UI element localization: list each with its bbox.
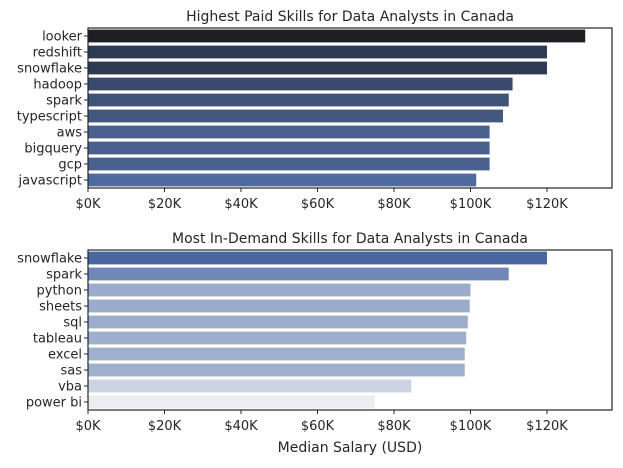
- y-tick-label: sheets: [39, 300, 82, 315]
- y-tick-label: power bi: [26, 396, 82, 411]
- y-tick-label: excel: [48, 348, 82, 363]
- bar-hadoop: [88, 77, 513, 91]
- y-tick-label: snowflake: [17, 62, 82, 77]
- y-tick-label: gcp: [58, 158, 82, 173]
- bar-gcp: [88, 157, 490, 171]
- y-tick-label: javascript: [18, 174, 82, 189]
- bar-snowflake: [88, 61, 547, 75]
- x-tick-label: $120K: [526, 197, 568, 212]
- x-tick-label: $60K: [301, 419, 335, 434]
- x-tick-label: $40K: [224, 197, 258, 212]
- bar-vba: [88, 379, 412, 393]
- x-tick-label: $100K: [450, 419, 492, 434]
- y-tick-label: python: [37, 284, 82, 299]
- bar-javascript: [88, 173, 477, 187]
- bar-sql: [88, 315, 468, 329]
- y-tick-label: spark: [46, 94, 82, 109]
- bar-tableau: [88, 331, 467, 345]
- y-tick-label: spark: [46, 268, 82, 283]
- x-tick-label: $20K: [148, 197, 182, 212]
- x-tick-label: $0K: [75, 197, 101, 212]
- bar-python: [88, 283, 471, 297]
- bar-typescript: [88, 109, 503, 123]
- bar-snowflake: [88, 251, 547, 265]
- x-tick-label: $40K: [224, 419, 258, 434]
- bar-sheets: [88, 299, 470, 313]
- chart-panel-highest-paid: Highest Paid Skills for Data Analysts in…: [17, 9, 613, 212]
- bar-redshift: [88, 45, 547, 59]
- chart-title: Most In-Demand Skills for Data Analysts …: [172, 231, 528, 247]
- bar-excel: [88, 347, 465, 361]
- y-tick-label: bigquery: [24, 142, 82, 157]
- chart-title: Highest Paid Skills for Data Analysts in…: [186, 9, 514, 25]
- bar-sas: [88, 363, 465, 377]
- y-tick-label: sql: [63, 316, 82, 331]
- y-tick-label: sas: [60, 364, 82, 379]
- x-tick-label: $60K: [301, 197, 335, 212]
- axes-frame: [87, 249, 613, 411]
- y-tick-label: tableau: [33, 332, 82, 347]
- x-axis-label: Median Salary (USD): [278, 440, 423, 456]
- y-tick-label: looker: [42, 30, 83, 45]
- y-tick-label: aws: [57, 126, 83, 141]
- bar-spark: [88, 267, 509, 281]
- y-tick-label: vba: [58, 380, 82, 395]
- bar-aws: [88, 125, 490, 139]
- bar-power-bi: [88, 395, 375, 409]
- y-tick-label: hadoop: [33, 78, 82, 93]
- bar-bigquery: [88, 141, 490, 155]
- y-tick-label: redshift: [33, 46, 82, 61]
- x-tick-label: $20K: [148, 419, 182, 434]
- bar-spark: [88, 93, 509, 107]
- chart-panel-most-in-demand: Most In-Demand Skills for Data Analysts …: [17, 231, 613, 456]
- bar-looker: [88, 29, 586, 43]
- x-tick-label: $80K: [377, 197, 411, 212]
- y-tick-label: snowflake: [17, 252, 82, 267]
- axes-frame: [87, 27, 613, 189]
- x-tick-label: $120K: [526, 419, 568, 434]
- y-tick-label: typescript: [17, 110, 82, 125]
- x-tick-label: $100K: [450, 197, 492, 212]
- x-tick-label: $0K: [75, 419, 101, 434]
- x-tick-label: $80K: [377, 419, 411, 434]
